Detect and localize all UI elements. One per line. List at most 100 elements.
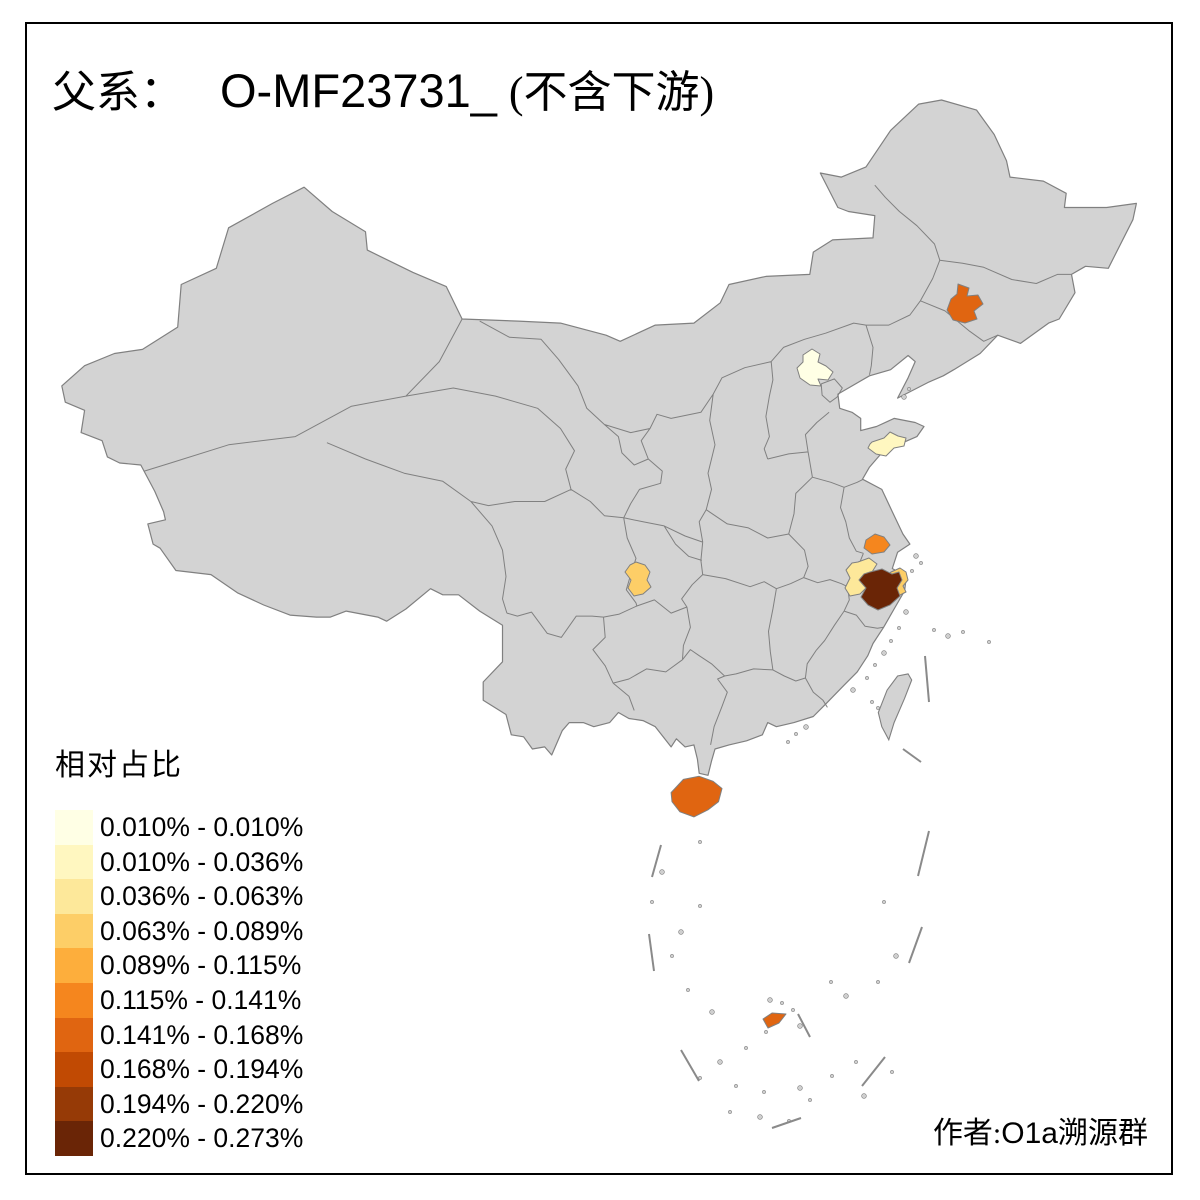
legend-label: 0.194% - 0.220%: [100, 1088, 304, 1119]
title-suffix: (不含下游): [508, 68, 715, 117]
legend-item: 0.010% - 0.010%: [55, 810, 303, 845]
region-shandong-qingdao: [867, 431, 907, 457]
sea-boundary-dash: [651, 844, 662, 878]
islet-dot: [932, 628, 936, 632]
legend-swatch: [55, 844, 93, 880]
legend-label: 0.010% - 0.036%: [100, 846, 304, 877]
legend-item: 0.010% - 0.036%: [55, 844, 304, 880]
islet-dot: [678, 929, 684, 935]
islet-dot: [876, 706, 880, 710]
islet-dot: [830, 1074, 834, 1078]
islet-dot: [794, 732, 798, 736]
islet-dot: [757, 1114, 763, 1120]
region-zhejiang-central: [858, 568, 903, 611]
islet-dot: [764, 1030, 768, 1034]
islet-dot: [744, 1046, 748, 1050]
islet-dot: [686, 988, 690, 992]
islet-dot: [876, 980, 880, 984]
legend-swatch: [55, 1017, 93, 1053]
attribution-suffix: 溯源群: [1058, 1117, 1148, 1150]
legend-swatch: [55, 1052, 93, 1087]
legend: 相对占比 0.010% - 0.010% 0.010% - 0.036% 0.0…: [55, 740, 303, 1156]
legend-swatch: [55, 948, 93, 983]
sea-boundary-dash: [771, 1117, 802, 1129]
islet-dot: [698, 904, 702, 908]
legend-item: 0.089% - 0.115%: [55, 948, 303, 983]
islet-dot: [698, 840, 702, 844]
attribution: 作者:O1a溯源群: [933, 1108, 1148, 1152]
legend-label: 0.063% - 0.089%: [100, 915, 304, 946]
islet-dot: [797, 1085, 803, 1091]
legend-label: 0.089% - 0.115%: [100, 950, 302, 981]
legend-label: 0.010% - 0.010%: [100, 812, 304, 842]
legend-label: 0.115% - 0.141%: [100, 984, 302, 1015]
legend-title: 相对占比: [55, 749, 183, 782]
legend-swatch: [55, 1121, 93, 1156]
islet-dot: [901, 394, 907, 400]
legend-swatch: [55, 810, 93, 845]
legend-item: 0.063% - 0.089%: [55, 913, 304, 949]
region-jiangsu-south: [863, 533, 891, 555]
islet-dot: [919, 561, 923, 565]
region-chongqing: [624, 561, 652, 597]
islet-dot: [808, 1098, 812, 1102]
islet-dot: [797, 1023, 803, 1029]
islet-dot: [843, 993, 849, 999]
islet-dot: [780, 1001, 784, 1005]
islet-dot: [897, 626, 901, 630]
islet-dot: [762, 1090, 766, 1094]
islet-dot: [865, 676, 869, 680]
islet-dot: [803, 724, 809, 730]
islet-dot: [850, 687, 856, 693]
landmass-layer: [61, 99, 1137, 776]
islet-dot: [945, 633, 951, 639]
islet-dot: [961, 630, 965, 634]
legend-label: 0.036% - 0.063%: [100, 881, 304, 912]
highlighted-regions-layer: [624, 283, 984, 1029]
legend-swatch: [55, 1086, 93, 1122]
legend-label: 0.168% - 0.194%: [100, 1054, 304, 1085]
legend-items: 0.010% - 0.010% 0.010% - 0.036% 0.036% -…: [55, 810, 303, 1156]
islet-dot: [728, 1110, 732, 1114]
islet-dot: [734, 1084, 738, 1088]
islet-dot: [767, 997, 773, 1003]
sea-boundary-dash: [648, 933, 655, 972]
sea-boundary-dash: [902, 748, 922, 763]
islet-dot: [881, 650, 887, 656]
legend-swatch: [55, 982, 93, 1018]
sea-boundary-dash: [908, 926, 923, 964]
attribution-group: O1a: [1001, 1117, 1058, 1150]
islet-dot: [890, 1070, 894, 1074]
islet-dot: [670, 954, 674, 958]
sea-boundary-dash: [917, 830, 930, 877]
islet-dot: [829, 980, 833, 984]
islet-dot: [903, 609, 909, 615]
sea-boundary-dash: [680, 1049, 700, 1082]
legend-item: 0.220% - 0.273%: [55, 1121, 303, 1156]
legend-item: 0.036% - 0.063%: [55, 879, 303, 914]
islet-dot: [987, 640, 991, 644]
region-hainan: [670, 775, 723, 818]
map-title: 父系： O-MF23731_ (不含下游): [52, 56, 714, 120]
islet-dot: [717, 1059, 723, 1065]
legend-swatch: [55, 879, 93, 914]
sea-boundary-dash: [861, 1056, 886, 1087]
islet-dot: [870, 700, 874, 704]
legend-label: 0.141% - 0.168%: [100, 1019, 304, 1050]
legend-item: 0.194% - 0.220%: [55, 1086, 304, 1122]
islet-dot: [907, 387, 911, 391]
sea-boundary-dash: [797, 1013, 811, 1038]
islet-dot: [709, 1009, 715, 1015]
islet-dot: [913, 553, 919, 559]
islet-dot: [889, 639, 893, 643]
legend-swatch: [55, 913, 93, 949]
islet-dot: [791, 1008, 795, 1012]
region-jilin-changchun: [946, 283, 984, 324]
islet-dot: [786, 740, 790, 744]
title-prefix: 父系：: [52, 68, 184, 117]
islet-dot: [861, 1093, 867, 1099]
legend-item: 0.168% - 0.194%: [55, 1052, 303, 1087]
islet-dot: [873, 663, 877, 667]
sea-boundary-dashes-layer: [648, 655, 930, 1129]
